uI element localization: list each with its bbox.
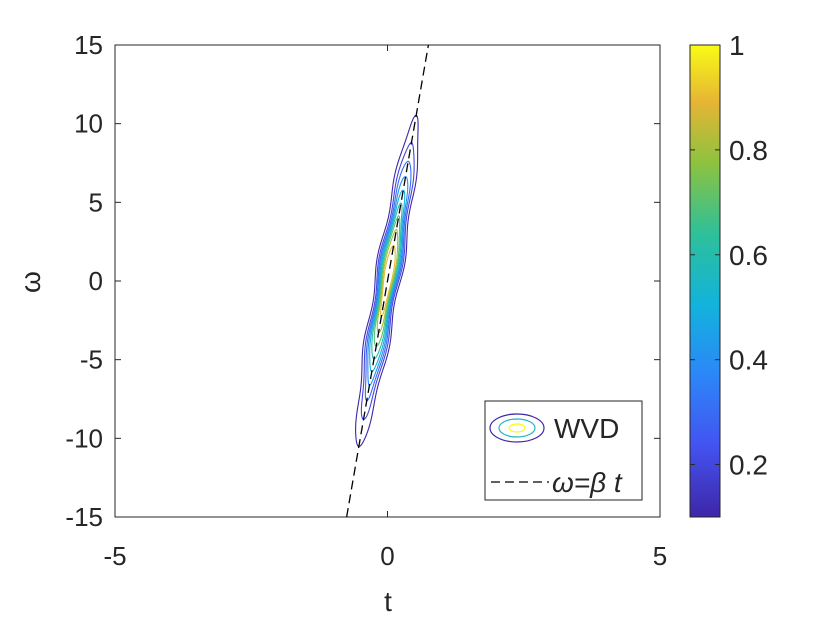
colorbar-tick-label: 0.8 bbox=[729, 135, 768, 166]
legend: WVD ω=β t bbox=[484, 400, 643, 501]
legend-line-label: ω=β t bbox=[552, 467, 623, 498]
y-tick-label: -15 bbox=[65, 502, 103, 532]
legend-wvd-label: WVD bbox=[554, 413, 619, 444]
colorbar-tick-label: 1 bbox=[729, 30, 745, 61]
x-tick-label: 5 bbox=[653, 541, 667, 571]
x-axis-ticks: -5 0 5 bbox=[103, 45, 667, 571]
reference-line bbox=[345, 45, 430, 517]
y-axis-ticks: -15 -10 -5 0 5 10 15 bbox=[65, 30, 660, 532]
y-tick-label: 10 bbox=[74, 109, 103, 139]
y-tick-label: -5 bbox=[80, 345, 103, 375]
legend-box bbox=[484, 400, 643, 501]
x-tick-label: -5 bbox=[103, 541, 126, 571]
y-tick-label: 0 bbox=[89, 266, 103, 296]
y-tick-label: 5 bbox=[89, 187, 103, 217]
y-tick-label: -10 bbox=[65, 423, 103, 453]
colorbar-tick-label: 0.6 bbox=[729, 240, 768, 271]
y-axis-label: ω bbox=[15, 271, 46, 293]
x-tick-label: 0 bbox=[380, 541, 394, 571]
colorbar-tick-label: 0.2 bbox=[729, 450, 768, 481]
colorbar-ticks: 0.2 0.4 0.6 0.8 1 bbox=[690, 30, 768, 481]
legend-wvd-swatch bbox=[489, 413, 545, 443]
x-axis-label: t bbox=[384, 586, 392, 617]
colorbar-tick-label: 0.4 bbox=[729, 345, 768, 376]
colorbar bbox=[689, 44, 721, 518]
y-tick-label: 15 bbox=[74, 30, 103, 60]
